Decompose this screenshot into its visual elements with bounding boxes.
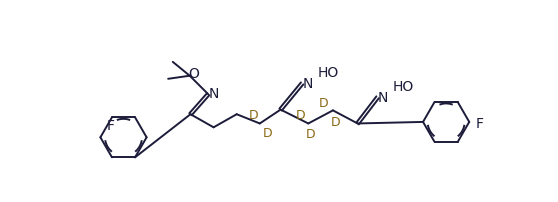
Text: O: O — [188, 67, 199, 81]
Text: F: F — [107, 118, 114, 132]
Text: D: D — [249, 108, 258, 121]
Text: N: N — [378, 91, 388, 105]
Text: D: D — [306, 127, 315, 140]
Text: HO: HO — [318, 65, 339, 79]
Text: D: D — [331, 115, 341, 128]
Text: N: N — [302, 77, 312, 91]
Text: N: N — [208, 86, 219, 100]
Text: D: D — [319, 97, 329, 110]
Text: D: D — [263, 127, 272, 140]
Text: F: F — [475, 117, 483, 131]
Text: HO: HO — [393, 79, 414, 93]
Text: D: D — [296, 108, 305, 121]
